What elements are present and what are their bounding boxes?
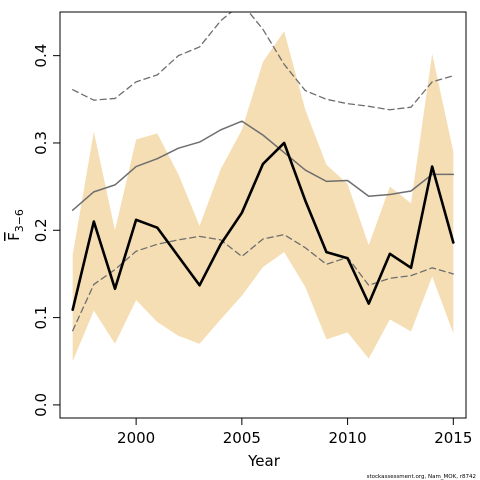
estimate-line: [71, 141, 455, 312]
plot-frame: [59, 11, 467, 419]
x-tick-label: 2010: [328, 429, 366, 447]
y-axis-label-subscript: 3−6: [13, 209, 26, 232]
x-axis-label: Year: [247, 452, 281, 470]
confidence-band: [72, 31, 454, 362]
y-tick-label: 0.2: [32, 218, 50, 242]
reference-dashed-line-3: [72, 233, 454, 332]
y-axis-label-main: F: [5, 232, 23, 241]
svg-text:F3−6: F3−6: [5, 209, 26, 241]
reference-dashed-line-2: [72, 12, 454, 111]
y-axis: 0.0 0.1 0.2 0.3 0.4: [32, 44, 60, 417]
y-tick-label: 0.1: [32, 306, 50, 330]
y-tick-label: 0.4: [32, 44, 50, 68]
y-tick-label: 0.0: [32, 393, 50, 417]
x-tick-label: 2005: [223, 429, 261, 447]
reference-solid-line: [71, 120, 455, 211]
series-layer: [71, 12, 455, 332]
y-axis-label: F3−6: [5, 209, 26, 241]
credit-text: stockassessment.org, Nam_MOK, r8742: [367, 474, 476, 480]
x-tick-label: 2015: [434, 429, 472, 447]
y-tick-label: 0.3: [32, 131, 50, 155]
x-axis: 2000 2005 2010 2015: [117, 418, 472, 447]
x-tick-label: 2000: [117, 429, 155, 447]
confidence-band-layer: [72, 31, 454, 362]
